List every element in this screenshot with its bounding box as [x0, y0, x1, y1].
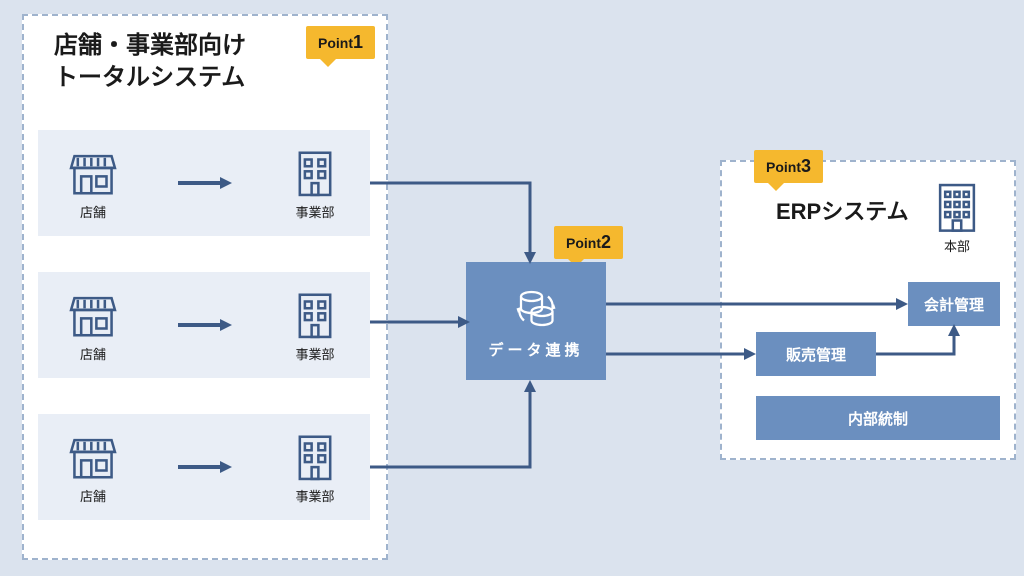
- dept-unit: 事業部: [288, 146, 342, 221]
- arrow-icon: [176, 460, 232, 474]
- store-unit: 店舗: [66, 146, 120, 221]
- dept-label: 事業部: [295, 202, 334, 221]
- dept-unit: 事業部: [288, 288, 342, 363]
- dept-label: 事業部: [295, 486, 334, 505]
- datahub: データ連携: [466, 262, 606, 380]
- hq-building-icon: [930, 180, 984, 234]
- store-label: 店舗: [80, 486, 106, 505]
- dept-label: 事業部: [295, 344, 334, 363]
- sales-box: 販売管理: [756, 332, 876, 376]
- hq-label: 本部: [944, 236, 970, 255]
- internal-control-box: 内部統制: [756, 396, 1000, 440]
- point1-badge: Point1: [306, 26, 375, 59]
- store-icon: [66, 430, 120, 484]
- store-label: 店舗: [80, 202, 106, 221]
- point2-badge: Point2: [554, 226, 623, 259]
- accounting-box: 会計管理: [908, 282, 1000, 326]
- title-line1: 店舗・事業部向け: [54, 32, 246, 59]
- title-line2: トータルシステム: [54, 64, 245, 91]
- hq-unit: 本部: [930, 180, 984, 255]
- right-panel-title: ERPシステム: [776, 194, 909, 226]
- building-icon: [288, 288, 342, 342]
- badge-prefix: Point: [766, 159, 801, 175]
- badge-num: 2: [601, 232, 611, 252]
- flow-row3-to-hub: [370, 372, 540, 482]
- building-icon: [288, 146, 342, 200]
- badge-prefix: Point: [566, 235, 601, 251]
- database-sync-icon: [512, 283, 560, 331]
- store-unit: 店舗: [66, 430, 120, 505]
- badge-num: 1: [353, 32, 363, 52]
- store-icon: [66, 288, 120, 342]
- arrow-icon: [176, 318, 232, 332]
- store-label: 店舗: [80, 344, 106, 363]
- left-panel-title: 店舗・事業部向け トータルシステム: [54, 30, 246, 95]
- arrow-icon: [176, 176, 232, 190]
- row-2: 店舗 事業部: [38, 272, 370, 378]
- datahub-label: データ連携: [488, 339, 583, 360]
- store-unit: 店舗: [66, 288, 120, 363]
- row-3: 店舗 事業部: [38, 414, 370, 520]
- badge-num: 3: [801, 156, 811, 176]
- dept-unit: 事業部: [288, 430, 342, 505]
- badge-prefix: Point: [318, 35, 353, 51]
- point3-badge: Point3: [754, 150, 823, 183]
- row-1: 店舗 事業部: [38, 130, 370, 236]
- building-icon: [288, 430, 342, 484]
- store-icon: [66, 146, 120, 200]
